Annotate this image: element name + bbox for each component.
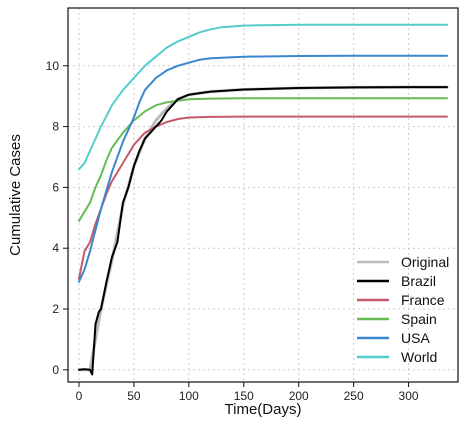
- legend-label: World: [401, 349, 437, 365]
- x-axis-label: Time(Days): [225, 401, 302, 418]
- series-line-brazil: [78, 86, 448, 376]
- legend: Original Brazil France Spain USA World: [357, 254, 449, 365]
- series-line-france: [78, 115, 448, 280]
- x-tick-label: 50: [127, 389, 141, 403]
- series-line-usa: [78, 54, 448, 283]
- grid: [68, 8, 458, 382]
- y-tick-label: 4: [52, 241, 59, 255]
- series-lines: [77, 23, 449, 376]
- x-tick-label: 150: [234, 389, 254, 403]
- y-tick-label: 6: [52, 180, 59, 194]
- legend-label: Original: [401, 254, 449, 270]
- x-tick-label: 300: [399, 389, 419, 403]
- y-tick-label: 2: [52, 302, 59, 316]
- x-tick-label: 250: [344, 389, 364, 403]
- series-line-spain: [78, 97, 448, 222]
- legend-label: USA: [401, 330, 430, 346]
- legend-label: Spain: [401, 311, 437, 327]
- y-tick-label: 10: [46, 59, 60, 73]
- y-axis-label: Cumulative Cases: [7, 134, 24, 256]
- x-tick-label: 100: [179, 389, 199, 403]
- axis-ticks: 0 50 100 150 200 250 300 0 2 4 6 8 10: [46, 59, 419, 403]
- x-tick-label: 200: [289, 389, 309, 403]
- legend-label: France: [401, 292, 445, 308]
- y-tick-label: 8: [52, 120, 59, 134]
- y-tick-label: 0: [52, 363, 59, 377]
- plot-frame: [67, 7, 459, 383]
- x-tick-label: 0: [76, 389, 83, 403]
- series-line-world: [78, 23, 448, 171]
- legend-label: Brazil: [401, 273, 436, 289]
